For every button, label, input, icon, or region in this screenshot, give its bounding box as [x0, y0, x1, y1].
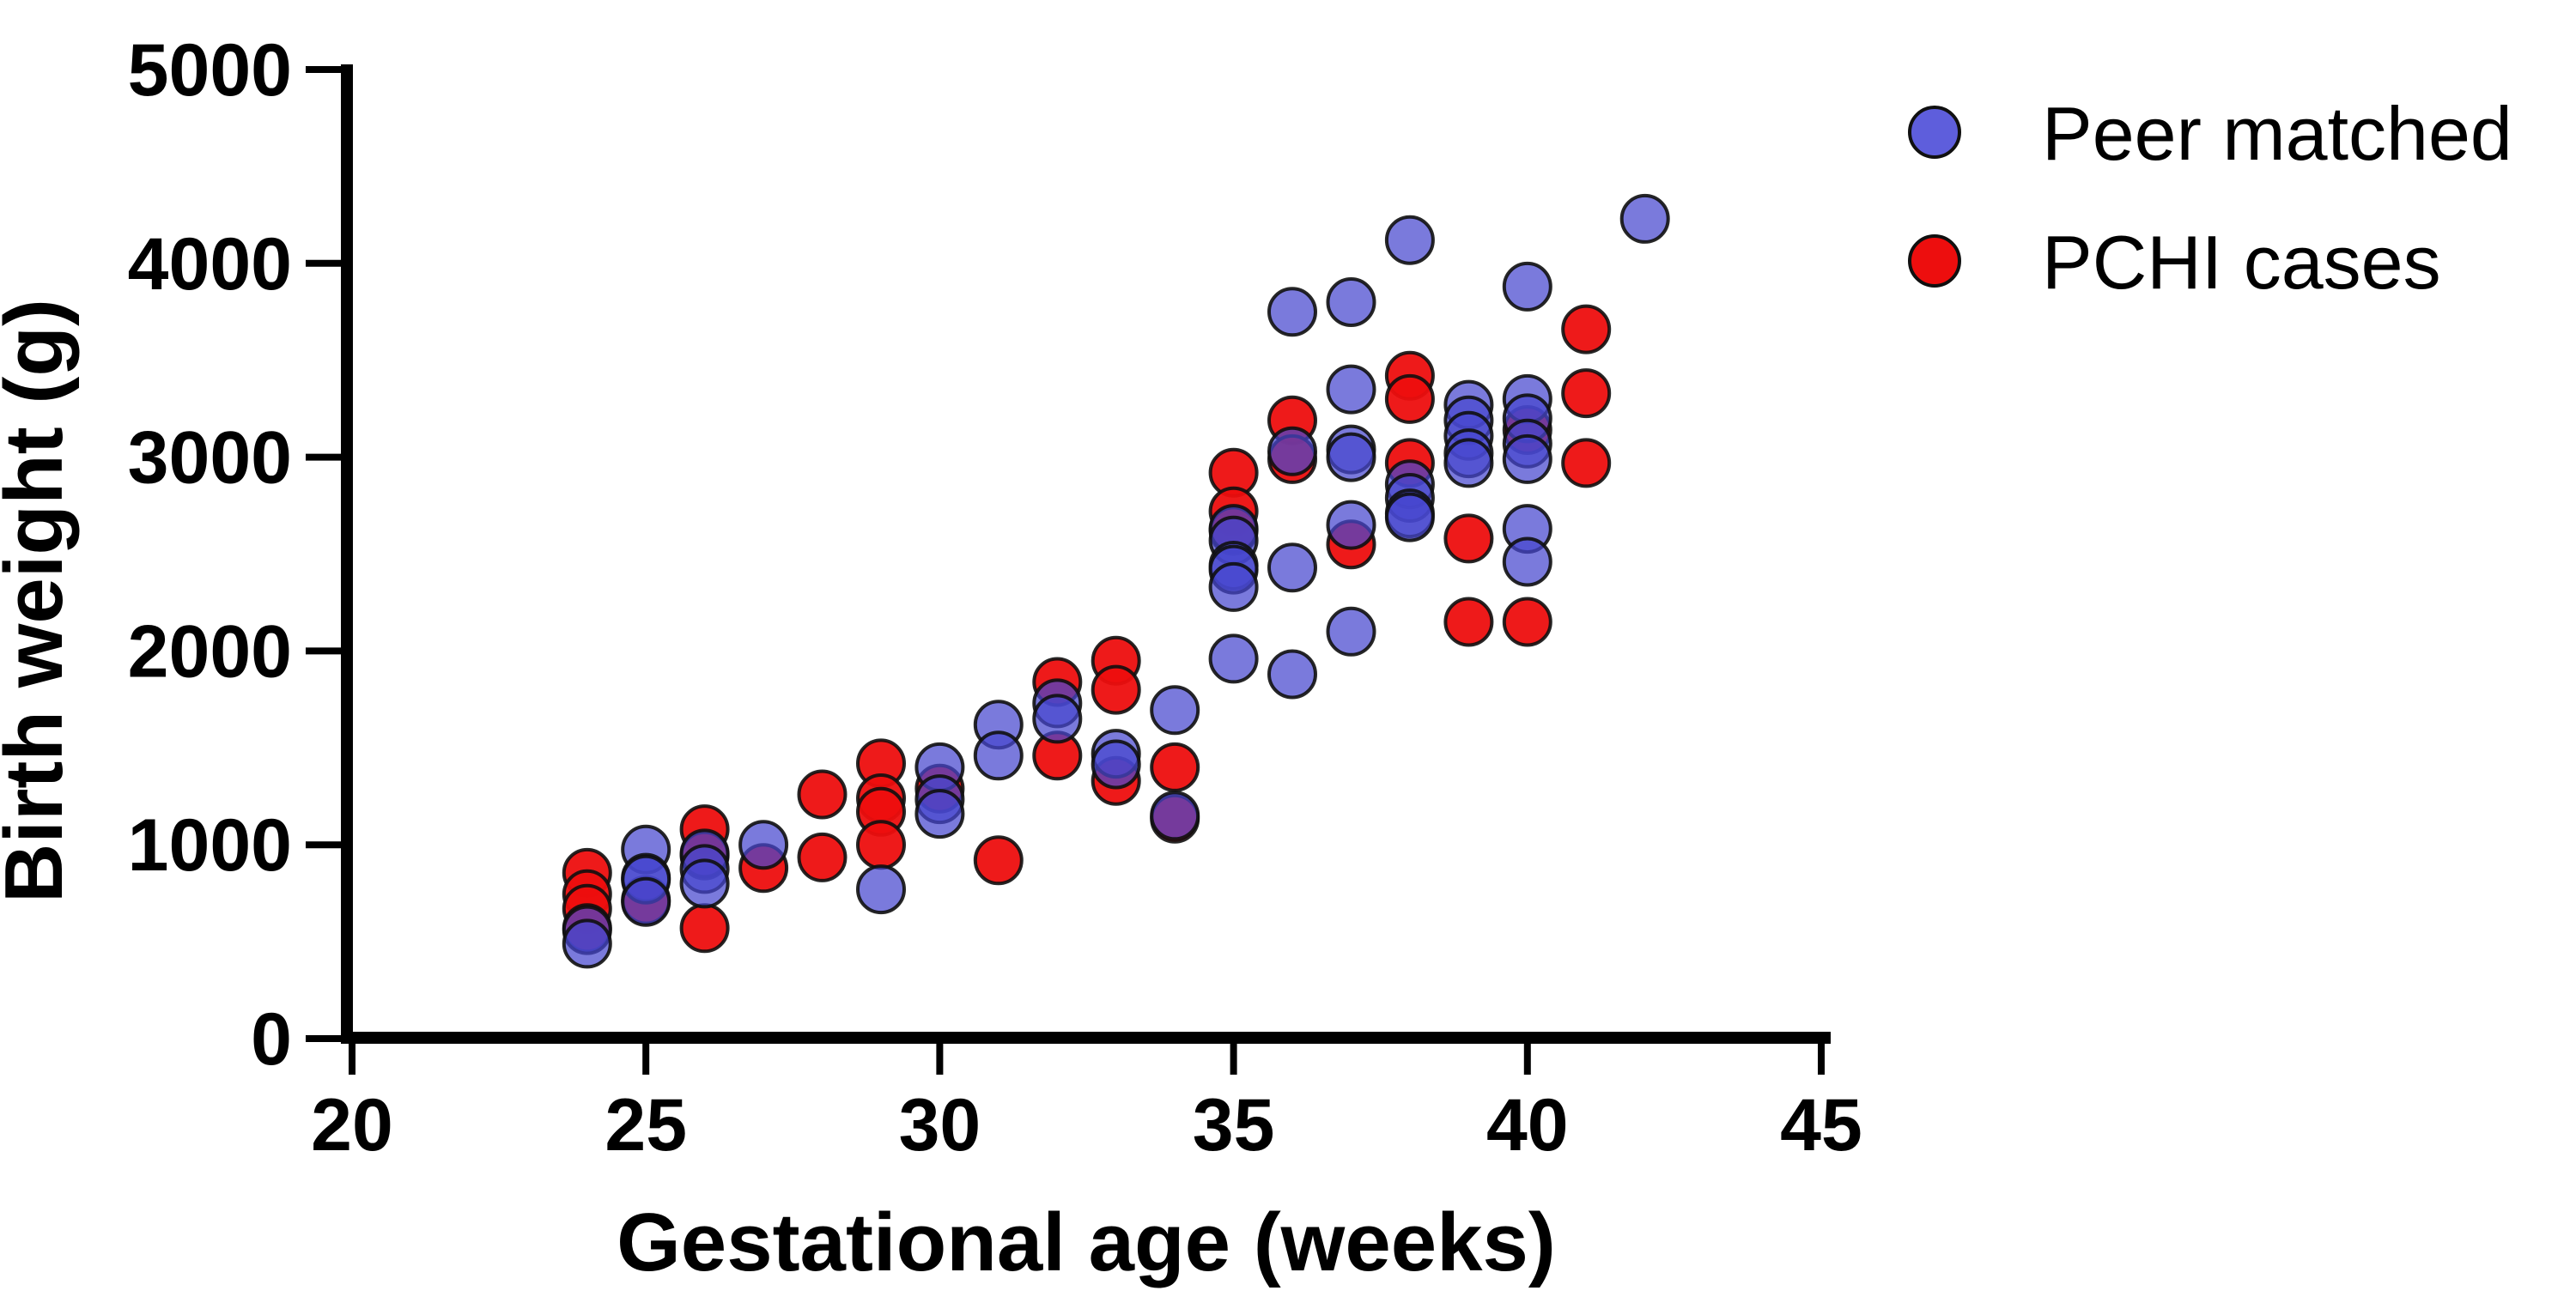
- data-point: [797, 769, 848, 820]
- legend-swatch-peer-matched-icon: [1908, 106, 1961, 159]
- y-tick-label: 4000: [128, 223, 292, 306]
- y-tick-label: 3000: [128, 417, 292, 500]
- data-point: [1326, 364, 1376, 415]
- data-point: [1561, 438, 1612, 488]
- legend-label-pchi-cases: PCHI cases: [2042, 220, 2441, 305]
- x-tick-label: 35: [1193, 1084, 1275, 1167]
- data-point: [1150, 742, 1200, 792]
- data-point: [973, 730, 1024, 781]
- data-point: [1326, 606, 1376, 657]
- y-tick-label: 2000: [128, 610, 292, 693]
- data-point: [914, 789, 965, 839]
- x-tick-label: 20: [311, 1084, 393, 1167]
- data-point: [621, 876, 671, 927]
- data-point: [856, 820, 906, 870]
- data-point: [679, 903, 730, 954]
- data-point: [1267, 426, 1317, 476]
- x-tick-label: 30: [899, 1084, 981, 1167]
- data-point: [1384, 492, 1435, 542]
- data-point: [1443, 513, 1494, 564]
- data-point: [1091, 739, 1141, 790]
- data-point: [1443, 438, 1494, 488]
- x-axis-title: Gestational age (weeks): [617, 1197, 1556, 1288]
- data-point: [1502, 261, 1552, 312]
- legend-swatch-pchi-cases-icon: [1908, 234, 1961, 288]
- data-point: [1150, 791, 1200, 841]
- data-point: [1443, 597, 1494, 647]
- data-point: [1267, 287, 1317, 337]
- data-point: [1326, 432, 1376, 482]
- data-point: [1208, 561, 1259, 612]
- x-tick-label: 40: [1486, 1084, 1569, 1167]
- x-axis-ticks: 20 25 30 35 40 45: [311, 1038, 1862, 1167]
- data-point: [1326, 277, 1376, 327]
- legend-label-peer-matched: Peer matched: [2042, 91, 2512, 176]
- data-point: [1502, 536, 1552, 587]
- data-point: [738, 820, 789, 870]
- data-point: [1267, 542, 1317, 593]
- data-point: [1384, 215, 1435, 265]
- series-peer-matched: [562, 193, 1670, 969]
- points-layer: [562, 193, 1670, 969]
- y-tick-label: 1000: [128, 804, 292, 887]
- data-point: [679, 858, 730, 909]
- data-point: [1208, 633, 1259, 684]
- y-axis-ticks: 0 1000 2000 3000 4000 5000: [128, 29, 347, 1081]
- y-tick-label: 5000: [128, 29, 292, 112]
- data-point: [1032, 694, 1083, 744]
- data-point: [562, 918, 612, 969]
- data-point: [1502, 597, 1552, 647]
- y-tick-label: 0: [251, 998, 292, 1081]
- data-point: [1502, 433, 1552, 484]
- x-tick-label: 25: [605, 1084, 687, 1167]
- data-point: [1150, 685, 1200, 736]
- y-axis-title: Birth weight (g): [0, 299, 80, 903]
- data-point: [1091, 664, 1141, 715]
- data-point: [797, 832, 848, 882]
- data-point: [1561, 368, 1612, 419]
- data-point: [1384, 373, 1435, 424]
- data-point: [1561, 304, 1612, 355]
- data-point: [973, 835, 1024, 886]
- data-point: [1267, 649, 1317, 700]
- data-point: [1619, 193, 1670, 244]
- data-point: [1326, 500, 1376, 550]
- data-point: [856, 864, 906, 915]
- legend: Peer matched PCHI cases: [1908, 91, 2512, 305]
- x-tick-label: 45: [1780, 1084, 1862, 1167]
